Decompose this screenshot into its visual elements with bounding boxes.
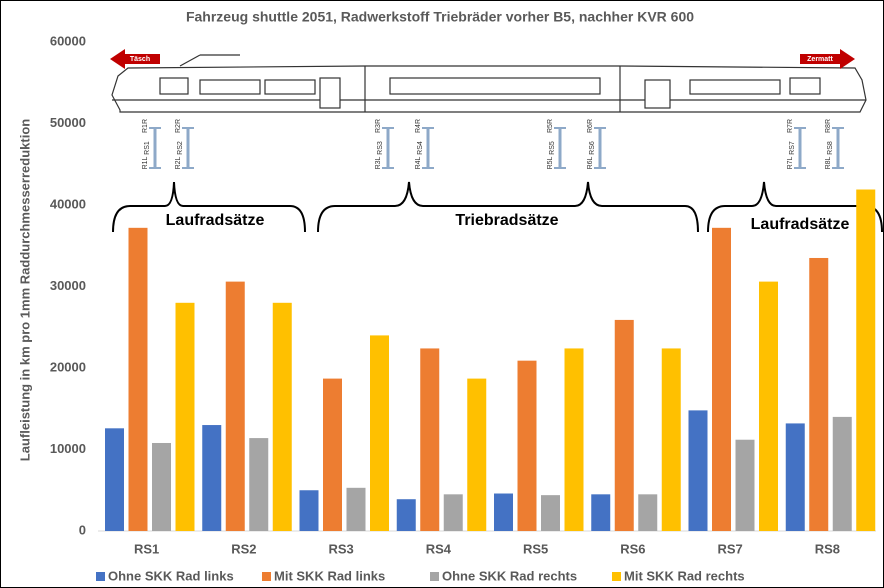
bar [494,494,513,531]
x-tick-label: RS3 [328,541,353,556]
legend-label: Ohne SKK Rad rechts [442,568,577,583]
axle-label: R5R [547,119,554,133]
axle-label: R8R [825,119,832,133]
x-tick-label: RS6 [620,541,645,556]
bar [809,258,828,531]
bar [786,423,805,531]
group-label: Triebradsätze [455,212,558,229]
x-tick-label: RS5 [523,541,548,556]
axle-label: RS8 [827,141,834,155]
axle-label: RS1 [144,141,151,155]
bar [420,348,439,531]
bar [397,499,416,531]
bar [833,417,852,531]
axle-label: R3R [375,119,382,133]
bar [273,303,292,531]
y-tick-label: 40000 [50,196,86,211]
x-tick-label: RS8 [815,541,840,556]
legend-swatch [96,572,105,581]
x-tick-label: RS2 [231,541,256,556]
bar [689,410,708,531]
bar [541,495,560,531]
legend-label: Mit SKK Rad links [274,568,385,583]
legend-swatch [430,572,439,581]
bar [152,443,171,531]
bar [638,494,657,531]
bar [347,488,366,531]
axle-label: R3L [375,156,382,169]
axle-label: RS5 [549,141,556,155]
bar [444,494,463,531]
axle-label: R2L [175,156,182,169]
y-axis-label: Laufleistung in km pro 1mm Raddurchmesse… [17,119,32,461]
bar [565,348,584,531]
y-tick-label: 60000 [50,33,86,48]
chart-title: Fahrzeug shuttle 2051, Radwerkstoff Trie… [186,9,694,25]
axle-label: R6L [587,156,594,169]
bar [226,282,245,531]
group-label: Laufradsätze [751,216,850,233]
bar [323,379,342,531]
legend-swatch [612,572,621,581]
bar [712,228,731,531]
y-tick-label: 20000 [50,359,86,374]
bar [615,320,634,531]
axle-label: R8L [825,156,832,169]
axle-label: R1R [142,119,149,133]
y-tick-label: 10000 [50,441,86,456]
bar [129,228,148,531]
axle-label: R4R [415,119,422,133]
x-tick-label: RS4 [426,541,452,556]
y-tick-label: 50000 [50,115,86,130]
axle-label: RS2 [177,141,184,155]
bar [662,348,681,531]
bar [591,494,610,531]
bar [249,438,268,531]
axle-label: RS7 [789,141,796,155]
bar [856,190,875,531]
bar [105,428,124,531]
axle-label: R5L [547,156,554,169]
axle-label: R7L [787,156,794,169]
axle-label: R1L [142,156,149,169]
bar [759,282,778,531]
bar [736,440,755,531]
direction-label: Zermatt [807,56,833,63]
legend-label: Ohne SKK Rad links [108,568,234,583]
axle-label: RS4 [417,141,424,155]
bar [518,361,537,531]
legend-swatch [262,572,271,581]
y-tick-label: 0 [79,522,86,537]
bar [202,425,221,531]
direction-label: Täsch [130,56,150,63]
bar [370,335,389,531]
bar [300,490,319,531]
legend-label: Mit SKK Rad rechts [624,568,745,583]
bar [467,379,486,531]
chart: Fahrzeug shuttle 2051, Radwerkstoff Trie… [0,0,884,588]
group-label: Laufradsätze [166,212,265,229]
axle-label: RS3 [377,141,384,155]
axle-label: R2R [175,119,182,133]
axle-label: R7R [787,119,794,133]
x-tick-label: RS7 [717,541,742,556]
axle-label: R6R [587,119,594,133]
bar [176,303,195,531]
axle-label: RS6 [589,141,596,155]
axle-label: R4L [415,156,422,169]
y-tick-label: 30000 [50,278,86,293]
x-tick-label: RS1 [134,541,159,556]
